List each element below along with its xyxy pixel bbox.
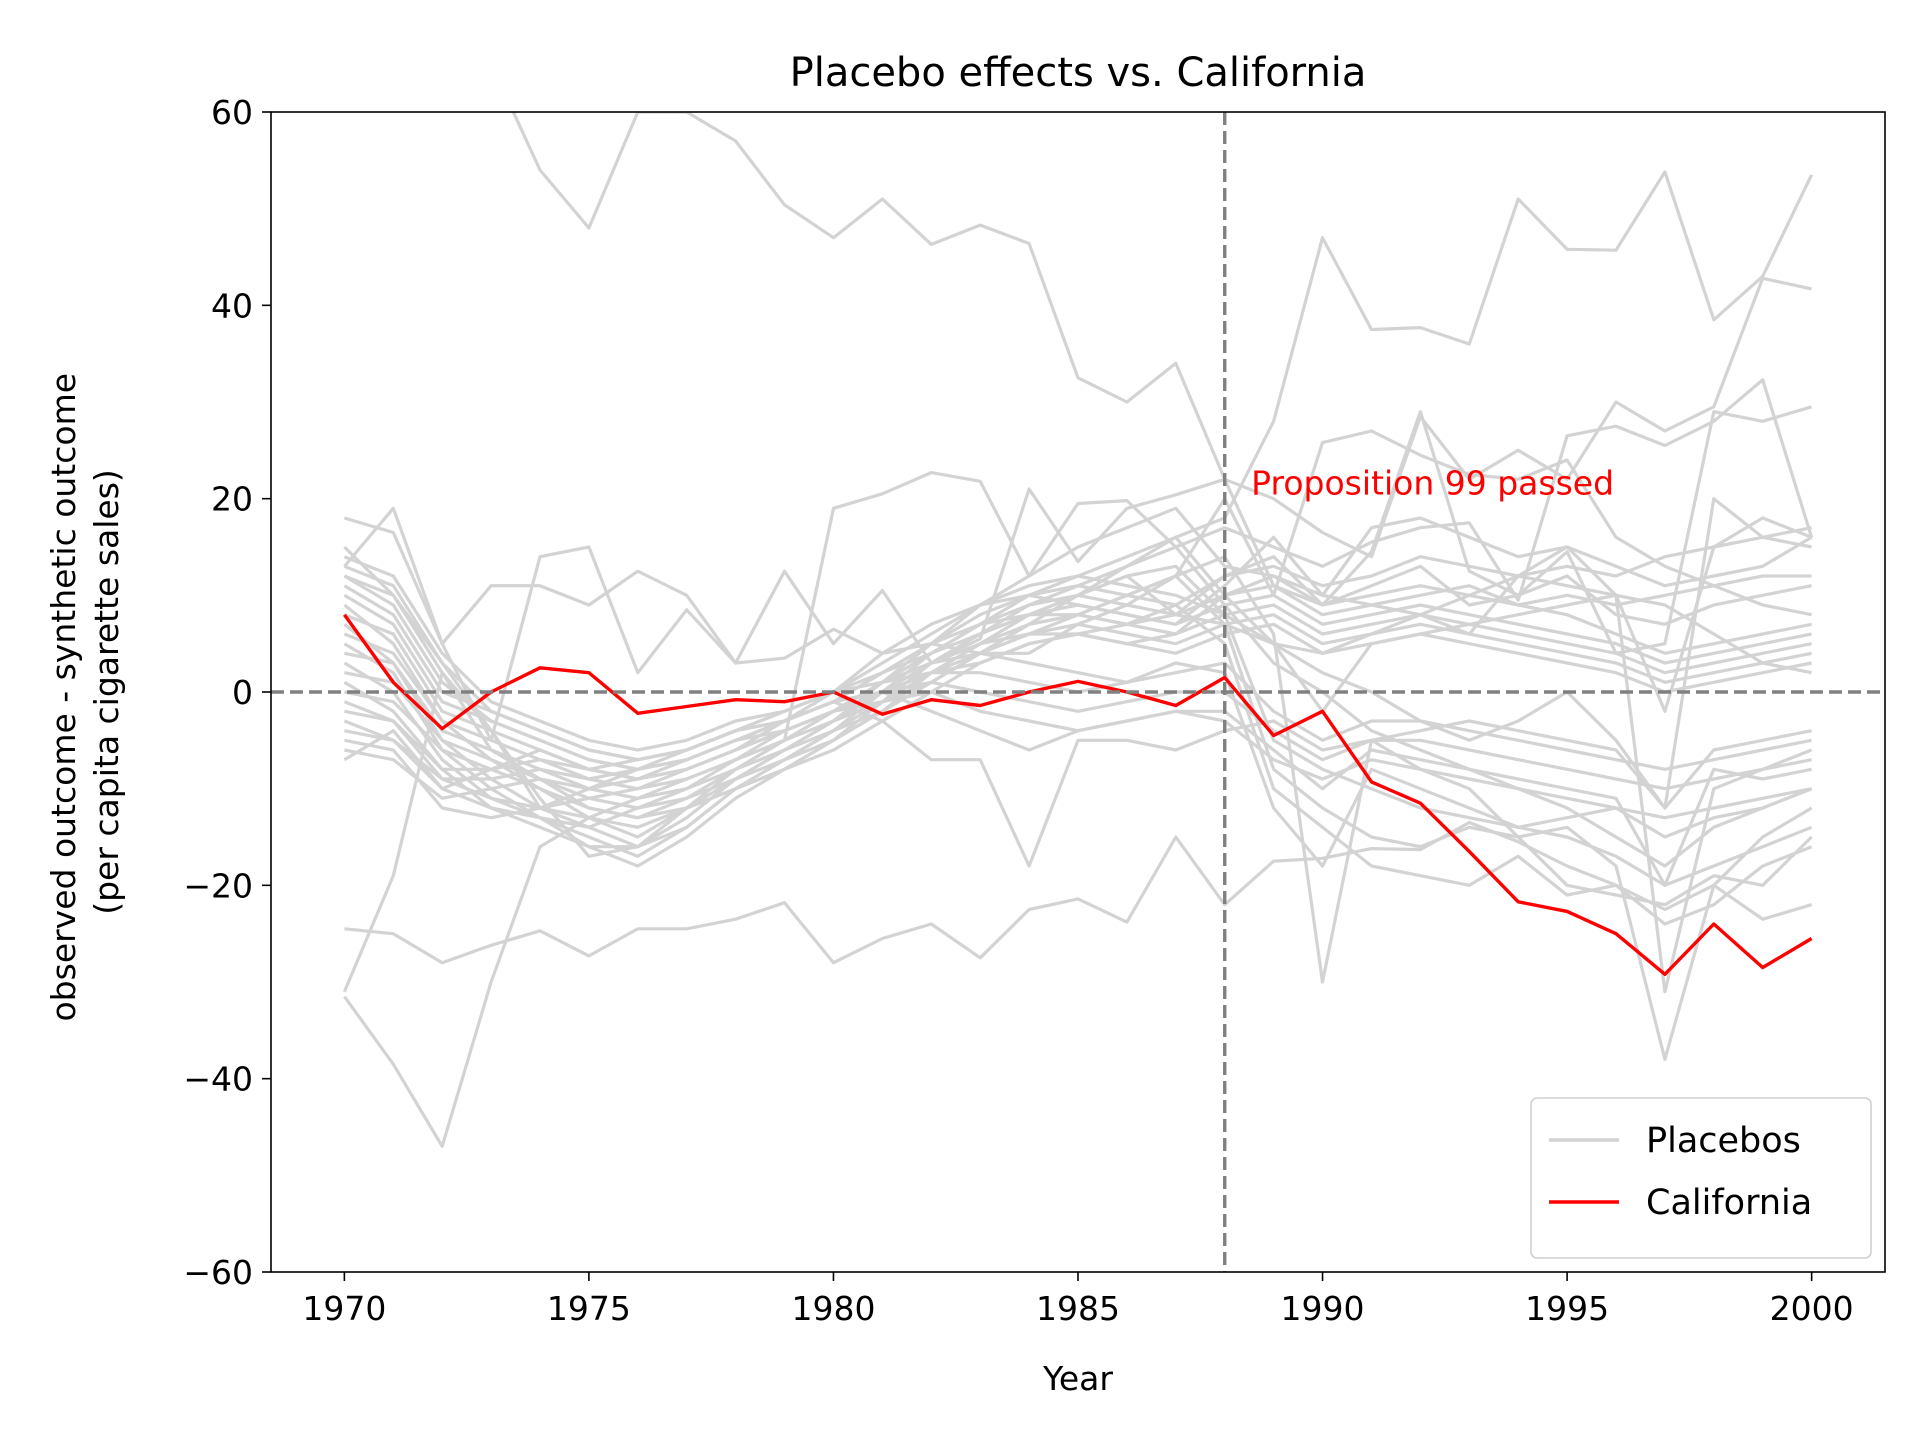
series-layer xyxy=(342,112,1814,1148)
annotation-text: Proposition 99 passed xyxy=(1251,464,1614,503)
series-line-placebo-23 xyxy=(344,613,1812,810)
legend-box xyxy=(1530,1097,1872,1259)
series-line-california xyxy=(343,613,1813,976)
series-line-placebo-28 xyxy=(344,690,1812,820)
x-tick-label: 2000 xyxy=(1770,1289,1854,1328)
x-tick-label: 1985 xyxy=(1036,1289,1120,1328)
series-line-placebo-29 xyxy=(344,680,1812,791)
legend-label-california: California xyxy=(1646,1183,1812,1223)
y-axis-label-line-2: (per capita cigarette sales) xyxy=(87,469,126,915)
reference-lines xyxy=(271,112,1885,1272)
x-axis: 1970 1975 1980 1985 1990 1995 2000 xyxy=(302,1272,1854,1328)
y-axis-label-line-1: observed outcome - synthetic outcome xyxy=(44,373,83,1022)
series-line-placebo-7 xyxy=(343,405,1813,742)
y-tick-label: 20 xyxy=(211,480,253,519)
y-tick-label: −40 xyxy=(183,1060,253,1099)
series-line-placebo-6 xyxy=(511,112,1812,559)
y-axis: −60 −40 −20 0 20 40 60 xyxy=(183,93,271,1292)
chart-title: Placebo effects vs. California xyxy=(790,50,1367,96)
y-tick-label: 40 xyxy=(211,286,253,325)
y-axis-label: observed outcome - synthetic outcome (pe… xyxy=(44,362,126,1021)
series-line-placebo-26 xyxy=(343,526,1812,762)
y-tick-label: −60 xyxy=(183,1253,253,1292)
legend-label-placebos: Placebos xyxy=(1646,1121,1801,1161)
series-line-placebo-1 xyxy=(344,820,1813,965)
x-axis-label: Year xyxy=(1042,1359,1113,1398)
y-tick-label: 60 xyxy=(211,93,253,132)
x-tick-label: 1980 xyxy=(791,1289,875,1328)
y-tick-label: 0 xyxy=(232,673,253,712)
x-tick-label: 1990 xyxy=(1281,1289,1365,1328)
x-tick-label: 1975 xyxy=(547,1289,631,1328)
series-line-placebo-27 xyxy=(343,574,1812,771)
legend: Placebos California xyxy=(1530,1097,1872,1259)
x-tick-label: 1970 xyxy=(302,1289,386,1328)
series-line-placebo-15 xyxy=(343,651,1813,868)
series-line-placebo-25 xyxy=(343,516,1813,752)
x-tick-label: 1995 xyxy=(1525,1289,1609,1328)
y-tick-label: −20 xyxy=(183,866,253,905)
